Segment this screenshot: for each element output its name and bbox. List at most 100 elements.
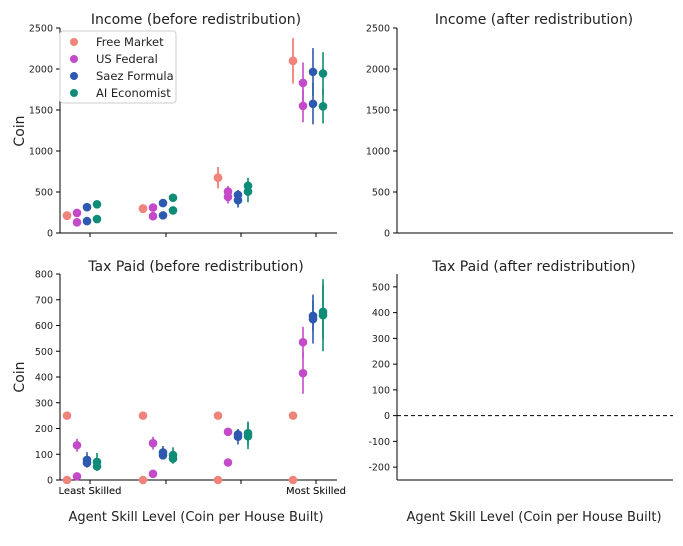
y-tick-label: 200 <box>372 360 390 371</box>
y-tick-label: 2500 <box>29 24 53 35</box>
y-tick-label: -200 <box>368 463 390 474</box>
legend-label: AI Economist <box>96 86 171 100</box>
data-point <box>168 193 178 203</box>
data-point <box>148 469 158 479</box>
data-point <box>72 440 82 450</box>
y-tick-label: 0 <box>384 411 390 422</box>
data-point <box>223 427 233 437</box>
data-point <box>82 455 92 465</box>
y-tick-label: 2000 <box>29 65 53 76</box>
data-point <box>168 450 178 460</box>
legend-entry: Free Market <box>70 35 164 49</box>
data-point <box>72 208 82 218</box>
data-point <box>158 198 168 208</box>
data-point <box>72 218 82 227</box>
panel-title: Income (before redistribution) <box>91 12 301 28</box>
data-point <box>148 203 158 212</box>
x-tick-label: Most Skilled <box>286 486 346 497</box>
legend-entry: US Federal <box>70 52 158 66</box>
legend-label: Saez Formula <box>96 69 174 83</box>
data-point <box>223 458 233 467</box>
y-tick-label: 1000 <box>366 147 390 158</box>
x-axis-label: Agent Skill Level (Coin per House Built) <box>68 510 323 525</box>
y-tick-label: 400 <box>35 373 53 384</box>
y-tick-label: 500 <box>372 282 390 293</box>
y-tick-label: 1500 <box>366 106 390 117</box>
data-point <box>158 211 168 220</box>
data-point <box>62 411 72 420</box>
data-point <box>138 475 148 485</box>
legend-frame <box>59 30 177 104</box>
y-tick-label: 0 <box>47 476 53 487</box>
y-tick-label: 1000 <box>29 147 53 158</box>
data-point <box>158 448 168 457</box>
panel-title: Tax Paid (before redistribution) <box>87 259 303 275</box>
data-point <box>138 411 148 420</box>
data-point <box>213 411 223 420</box>
data-point <box>288 56 298 66</box>
data-point <box>233 430 243 439</box>
data-point <box>213 173 223 182</box>
data-point <box>298 337 308 347</box>
x-tick-label: Least Skilled <box>59 486 122 497</box>
data-point <box>62 211 72 220</box>
y-tick-label: 500 <box>35 347 53 358</box>
data-point <box>318 69 328 78</box>
data-point <box>223 187 233 196</box>
data-point <box>148 438 158 448</box>
y-tick-label: 700 <box>35 295 53 306</box>
legend-marker <box>70 38 78 46</box>
data-point <box>298 368 308 378</box>
data-point <box>318 307 328 317</box>
legend-marker <box>70 89 78 97</box>
y-tick-label: 500 <box>372 188 390 199</box>
y-tick-label: 400 <box>372 308 390 319</box>
data-point <box>168 206 178 215</box>
y-tick-label: 2000 <box>366 65 390 76</box>
data-point <box>243 428 253 438</box>
y-tick-label: 100 <box>35 450 53 461</box>
data-point <box>233 190 243 200</box>
y-axis-label: Coin <box>12 115 28 146</box>
legend-entry: AI Economist <box>70 86 171 100</box>
data-point <box>92 200 102 209</box>
panel-title: Income (after redistribution) <box>435 12 633 28</box>
data-point <box>72 472 82 481</box>
y-tick-label: 800 <box>35 270 53 281</box>
y-tick-label: 2500 <box>366 24 390 35</box>
y-tick-label: 500 <box>35 188 53 199</box>
data-point <box>213 475 223 485</box>
y-tick-label: 200 <box>35 424 53 435</box>
y-tick-label: 300 <box>372 334 390 345</box>
data-point <box>298 101 308 111</box>
y-tick-label: 600 <box>35 321 53 332</box>
x-axis-label: Agent Skill Level (Coin per House Built) <box>406 510 661 525</box>
y-tick-label: 300 <box>35 398 53 409</box>
y-tick-label: 1500 <box>29 106 53 117</box>
x-tick-label: Most Skilled <box>286 486 346 497</box>
data-point <box>288 475 298 485</box>
y-tick-label: 0 <box>47 229 53 240</box>
data-point <box>308 99 318 109</box>
legend-entry: Saez Formula <box>70 69 174 83</box>
panel-tax-after: Tax Paid (after redistribution) Agent Sk… <box>59 259 673 525</box>
data-point <box>92 457 102 467</box>
legend-label: US Federal <box>96 52 158 66</box>
data-point <box>308 67 318 77</box>
data-point <box>92 214 102 224</box>
legend-label: Free Market <box>96 35 164 49</box>
legend: Free Market US Federal Saez Formula AI E… <box>59 30 177 104</box>
data-point <box>243 181 253 191</box>
data-point <box>288 411 298 420</box>
data-point <box>298 78 308 88</box>
panel-title: Tax Paid (after redistribution) <box>431 259 636 275</box>
y-tick-label: 100 <box>372 385 390 396</box>
data-point <box>62 475 72 485</box>
y-tick-label: 0 <box>384 229 390 240</box>
data-point <box>138 204 148 213</box>
data-point <box>308 311 318 321</box>
legend-marker <box>70 72 78 80</box>
data-point <box>148 211 158 221</box>
legend-marker <box>70 55 78 63</box>
